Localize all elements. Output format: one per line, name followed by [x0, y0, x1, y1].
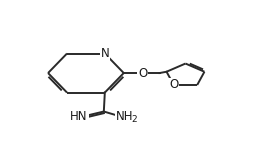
Text: HN: HN [70, 110, 88, 123]
Text: O: O [169, 79, 178, 91]
Text: O: O [138, 67, 147, 79]
Text: NH: NH [116, 110, 133, 123]
Text: N: N [100, 47, 109, 60]
Text: 2: 2 [131, 115, 137, 124]
